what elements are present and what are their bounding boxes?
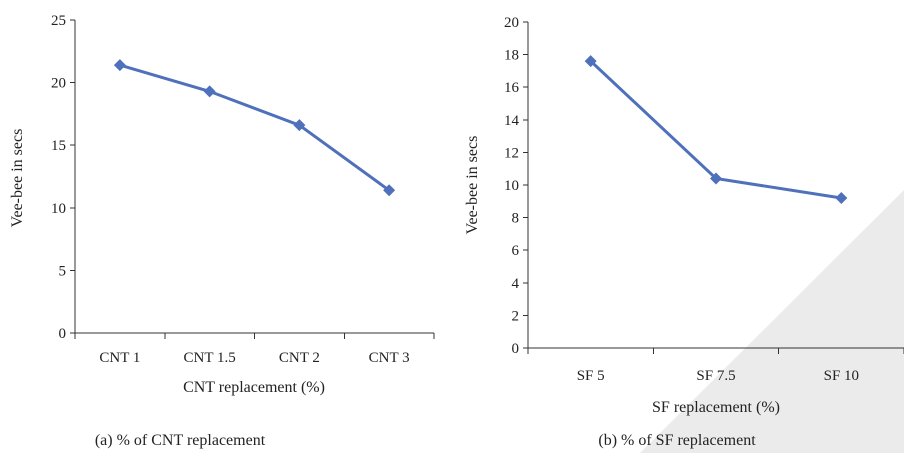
chart-b-y-tick-label: 2 — [512, 308, 520, 324]
chart-a-x-axis-label: CNT replacement (%) — [183, 379, 325, 396]
chart-a-y-tick-label: 5 — [59, 263, 67, 279]
chart-a-data-point — [203, 85, 216, 98]
chart-b-y-tick-label: 10 — [504, 178, 519, 194]
chart-a-y-tick-label: 0 — [59, 326, 67, 342]
chart-b-data-point — [584, 55, 597, 68]
chart-b-y-tick-label: 12 — [504, 145, 519, 161]
chart-b-y-tick-label: 20 — [504, 15, 519, 31]
chart-b-x-axis-label: SF replacement (%) — [652, 399, 780, 416]
chart-b-data-point — [710, 172, 722, 185]
chart-b-y-tick-label: 0 — [512, 341, 520, 357]
chart-a-caption: (a) % of CNT replacement — [95, 432, 266, 449]
chart-a-series-line — [119, 63, 390, 192]
chart-a-data-point — [113, 59, 126, 72]
chart-a-x-tick-label: CNT 1.5 — [184, 350, 236, 366]
chart-a-y-tick-label: 10 — [51, 201, 66, 217]
chart-a-y-axis-label: Vee-bee in secs — [9, 129, 26, 228]
corner-decoration — [700, 330, 870, 453]
chart-a-data-point — [383, 184, 396, 197]
chart-b-y-tick-label: 16 — [504, 80, 520, 96]
chart-a-x-tick-label: CNT 3 — [369, 350, 410, 366]
chart-a-x-tick-label: CNT 2 — [279, 350, 320, 366]
chart-a-data-point — [293, 119, 306, 132]
chart-b-y-tick-label: 4 — [512, 276, 520, 292]
chart-b-x-tick-label: SF 10 — [824, 368, 859, 384]
chart-b-data-point — [835, 192, 848, 205]
chart-a-x-tick-label: CNT 1 — [99, 350, 140, 366]
chart-a: 0 5 10 15 20 25 CNT 1 CNT 1.5 CNT 2 CNT 3 Vee-be… — [9, 13, 435, 449]
chart-b-y-axis-label: Vee-bee in secs — [464, 136, 481, 235]
chart-a-y-tick-label: 15 — [51, 138, 66, 154]
chart-b-y-tick-label: 8 — [512, 211, 520, 227]
chart-b-y-tick-label: 6 — [512, 243, 520, 259]
chart-a-y-tick-label: 20 — [51, 76, 66, 92]
chart-b-x-tick-label: SF 7.5 — [696, 368, 735, 384]
chart-b-y-tick-label: 18 — [504, 48, 519, 64]
chart-a-y-tick-label: 25 — [51, 13, 66, 29]
chart-b-x-tick-label: SF 5 — [577, 368, 605, 384]
chart-b-y-tick-label: 14 — [504, 113, 520, 129]
chart-b-caption: (b) % of SF replacement — [598, 432, 756, 449]
chart-b: 0 2 4 6 8 10 12 14 16 18 20 SF 5 SF 7.5 SF 10 Vee-be… — [464, 15, 904, 449]
